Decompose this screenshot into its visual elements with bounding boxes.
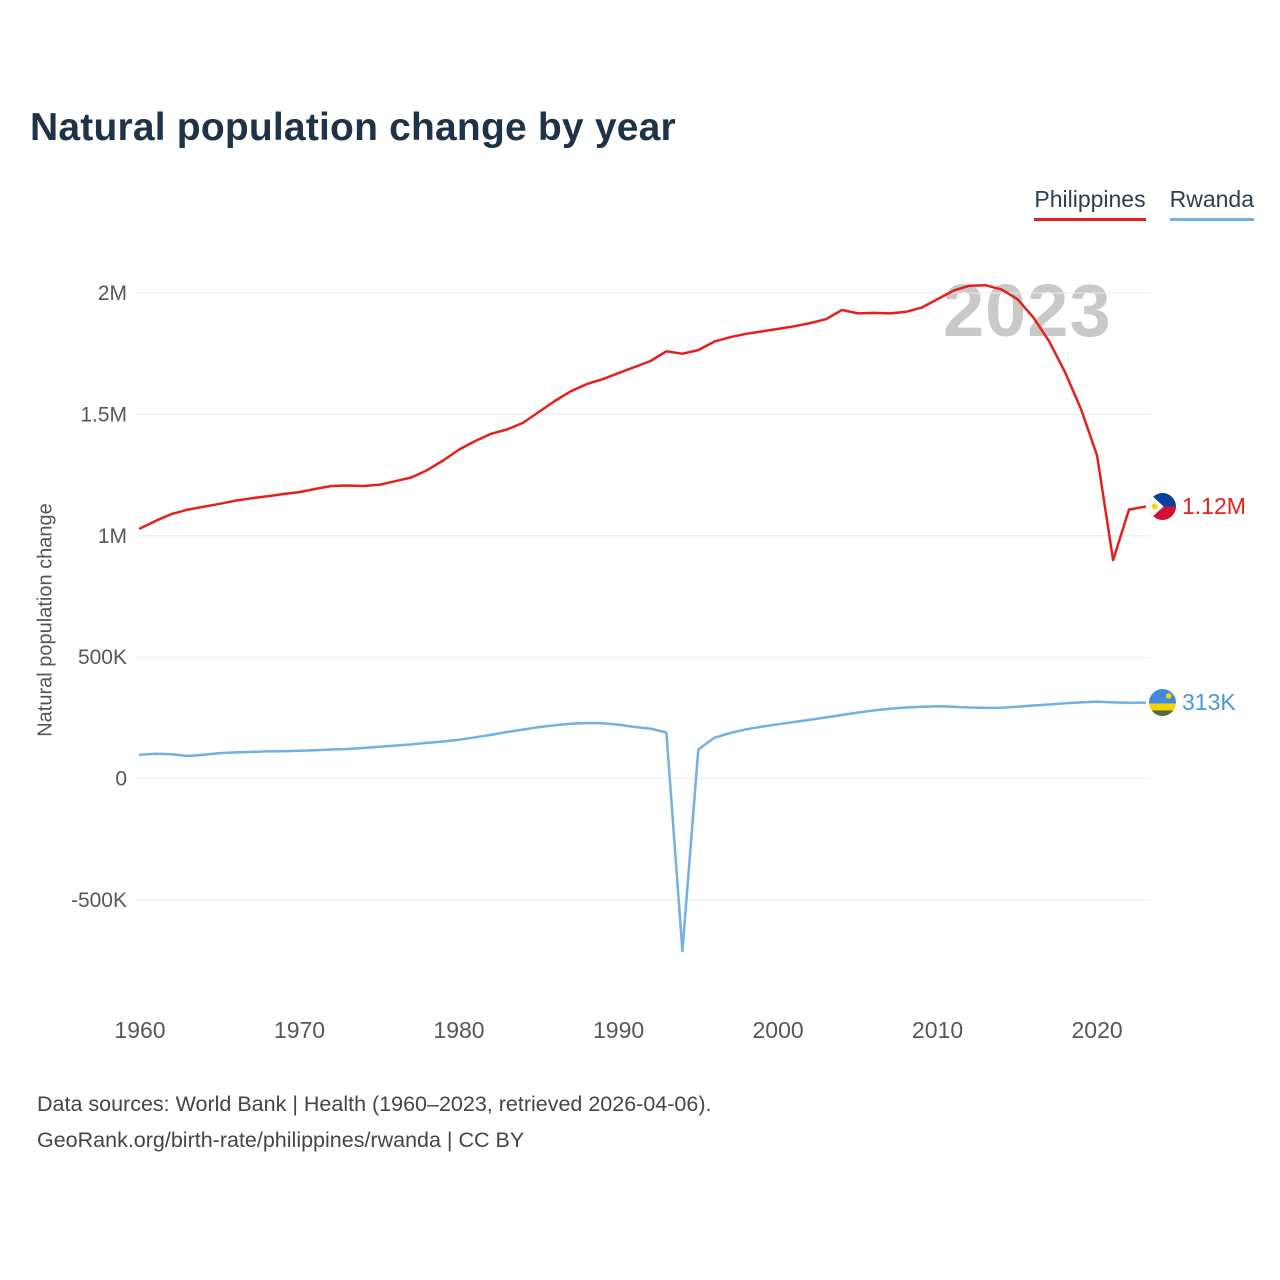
y-tick-label: 2M	[98, 282, 127, 305]
attribution-line: GeoRank.org/birth-rate/philippines/rwand…	[37, 1128, 525, 1152]
rwanda-flag-icon	[1149, 689, 1176, 716]
legend: Philippines Rwanda	[1034, 186, 1254, 221]
y-tick-label: 500K	[78, 646, 127, 669]
footer: Data sources: World Bank | Health (1960–…	[37, 1086, 711, 1158]
x-tick-label: 1970	[274, 1017, 325, 1043]
x-tick-label: 2000	[753, 1017, 804, 1043]
y-tick-label: 0	[115, 768, 127, 791]
rwanda-end-value: 313K	[1182, 689, 1236, 715]
data-sources-line: Data sources: World Bank | Health (1960–…	[37, 1092, 712, 1116]
legend-item-philippines[interactable]: Philippines	[1034, 186, 1146, 221]
x-tick-label: 1980	[433, 1017, 484, 1043]
philippines-end-value: 1.12M	[1182, 493, 1246, 519]
x-tick-label: 1960	[114, 1017, 165, 1043]
y-tick-label: 1M	[98, 525, 127, 548]
x-tick-label: 1990	[593, 1017, 644, 1043]
chart-title: Natural population change by year	[30, 106, 676, 149]
y-tick-label: 1.5M	[80, 403, 127, 426]
philippines-end-label: 1.12M	[1149, 493, 1246, 520]
x-tick-label: 2010	[912, 1017, 963, 1043]
legend-item-rwanda[interactable]: Rwanda	[1169, 186, 1254, 221]
rwanda-end-label: 313K	[1149, 689, 1236, 716]
y-tick-label: -500K	[71, 889, 127, 912]
series-line-philippines[interactable]	[138, 283, 1147, 562]
series-line-rwanda[interactable]	[138, 700, 1147, 953]
philippines-flag-icon	[1149, 493, 1176, 520]
x-tick-label: 2020	[1072, 1017, 1123, 1043]
